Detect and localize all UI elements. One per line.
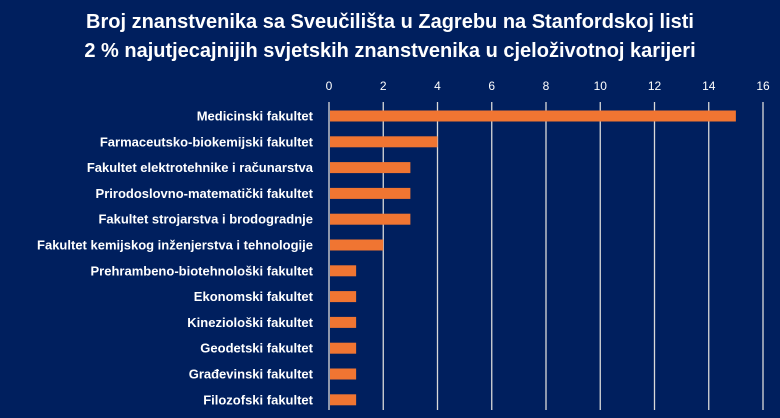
bar	[330, 368, 357, 380]
category-label: Ekonomski fakultet	[194, 289, 314, 304]
chart-title: Broj znanstvenika sa Sveučilišta u Zagre…	[86, 11, 694, 33]
bar	[330, 316, 357, 328]
x-tick-label: 4	[434, 79, 441, 93]
bar	[330, 213, 411, 225]
x-tick-label: 0	[326, 79, 333, 93]
category-label: Fakultet strojarstva i brodogradnje	[98, 212, 313, 227]
bar	[330, 187, 411, 199]
category-label: Prehrambeno-biotehnološki fakultet	[91, 263, 314, 278]
category-label: Farmaceutsko-biokemijski fakultet	[100, 134, 314, 149]
category-label: Medicinski fakultet	[197, 109, 314, 124]
category-label: Građevinski fakultet	[189, 367, 314, 382]
x-tick-label: 16	[756, 79, 770, 93]
category-label: Fakultet elektrotehnike i računarstva	[87, 160, 314, 175]
chart-subtitle: 2 % najutjecajnijih svjetskih znanstveni…	[84, 40, 696, 62]
x-tick-label: 8	[543, 79, 550, 93]
category-label: Kineziološki fakultet	[187, 315, 313, 330]
category-label: Fakultet kemijskog inženjerstva i tehnol…	[37, 238, 313, 253]
bar	[330, 342, 357, 354]
x-tick-label: 2	[380, 79, 387, 93]
category-label: Filozofski fakultet	[203, 392, 313, 407]
x-tick-label: 10	[594, 79, 608, 93]
bar	[330, 291, 357, 303]
category-label: Geodetski fakultet	[200, 341, 313, 356]
bar	[330, 162, 411, 174]
bar	[330, 394, 357, 406]
bar	[330, 239, 384, 251]
bar	[330, 110, 736, 122]
category-label: Prirodoslovno-matematički fakultet	[96, 186, 314, 201]
x-tick-label: 6	[488, 79, 495, 93]
x-tick-label: 12	[648, 79, 662, 93]
x-tick-label: 14	[702, 79, 716, 93]
bar	[330, 136, 438, 148]
bar	[330, 265, 357, 277]
